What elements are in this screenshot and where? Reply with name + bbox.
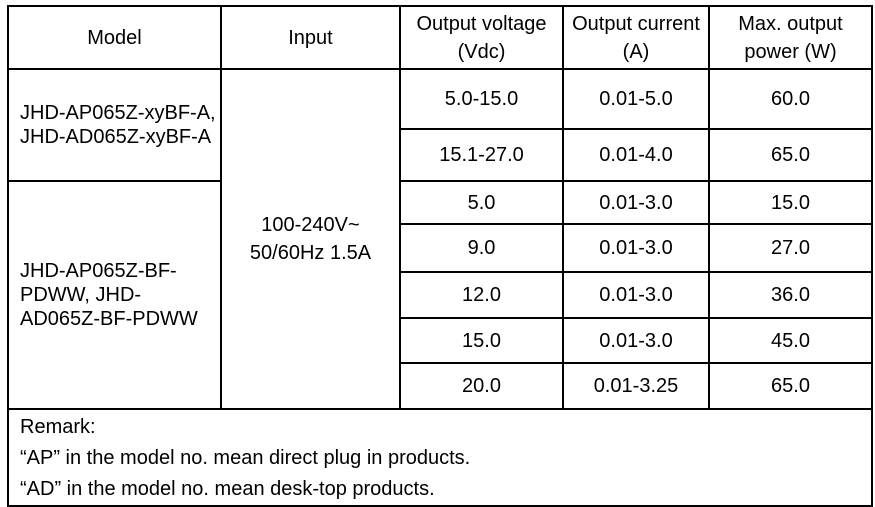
voltage-cell: 12.0 [399, 271, 564, 319]
voltage-cell: 5.0-15.0 [399, 68, 564, 130]
header-row: Model Input Output voltage (Vdc) Output … [7, 5, 873, 70]
remark-line: “AP” in the model no. mean direct plug i… [20, 447, 471, 469]
model-cell: JHD-AP065Z-BF-PDWW, JHD-AD065Z-BF-PDWW [7, 180, 222, 410]
table-row: 15.1-27.0 0.01-4.0 65.0 [8, 128, 873, 182]
power-cell: 45.0 [708, 317, 873, 364]
table-row: 15.0 0.01-3.0 45.0 [8, 317, 873, 364]
remark-row: Remark: “AP” in the model no. mean direc… [7, 408, 873, 507]
header-output-voltage: Output voltage (Vdc) [399, 5, 564, 70]
remark-line: “AD” in the model no. mean desk-top prod… [20, 478, 435, 500]
voltage-cell: 15.1-27.0 [399, 128, 564, 182]
header-model: Model [7, 5, 222, 70]
table-row: JHD-AP065Z-BF-PDWW, JHD-AD065Z-BF-PDWW 5… [7, 180, 873, 410]
current-cell: 0.01-3.0 [562, 317, 710, 364]
table-row: 12.0 0.01-3.0 36.0 [8, 271, 873, 319]
voltage-cell: 15.0 [399, 317, 564, 364]
power-cell: 60.0 [708, 68, 873, 130]
voltage-cell: 20.0 [399, 362, 564, 410]
voltage-cell: 9.0 [399, 223, 564, 273]
table-row: 20.0 0.01-3.25 65.0 [8, 362, 873, 410]
header-output-current: Output current (A) [562, 5, 710, 70]
current-cell: 0.01-3.0 [562, 223, 710, 273]
power-cell: 65.0 [708, 128, 873, 182]
current-cell: 0.01-3.0 [562, 180, 710, 225]
input-cell: 100-240V~ 50/60Hz 1.5A [220, 68, 401, 410]
header-input: Input [220, 5, 401, 70]
table-row: JHD-AP065Z-xyBF-A, JHD-AD065Z-xyBF-A 100… [7, 68, 873, 410]
power-cell: 15.0 [708, 180, 873, 225]
remark-title: Remark: [20, 416, 96, 438]
power-cell: 27.0 [708, 223, 873, 273]
spec-table: Model Input Output voltage (Vdc) Output … [7, 5, 873, 507]
power-cell: 36.0 [708, 271, 873, 319]
current-cell: 0.01-4.0 [562, 128, 710, 182]
model-cell: JHD-AP065Z-xyBF-A, JHD-AD065Z-xyBF-A [7, 68, 222, 182]
header-max-power: Max. output power (W) [708, 5, 873, 70]
voltage-cell: 5.0 [399, 180, 564, 225]
remark-cell: Remark: “AP” in the model no. mean direc… [7, 408, 873, 507]
power-cell: 65.0 [708, 362, 873, 410]
current-cell: 0.01-5.0 [562, 68, 710, 130]
current-cell: 0.01-3.0 [562, 271, 710, 319]
current-cell: 0.01-3.25 [562, 362, 710, 410]
table-row: 9.0 0.01-3.0 27.0 [8, 223, 873, 273]
